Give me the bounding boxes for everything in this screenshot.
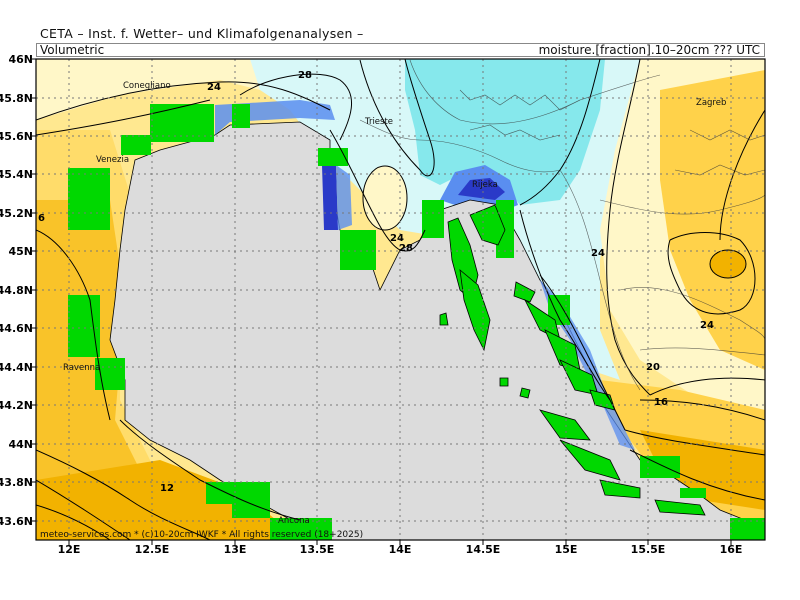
lat-tick-label: 44.6N (0, 322, 33, 335)
field-west-mid (36, 130, 175, 540)
contour-label: 16 (654, 397, 668, 408)
lat-tick-label: 44N (8, 438, 33, 451)
field-coast-wet-istria-band (336, 165, 352, 230)
field-northeast-wet-mid (405, 59, 605, 205)
contour-label: 20 (646, 362, 660, 373)
lon-tick-label: 14.5E (466, 543, 501, 556)
field-rijeka-deep (458, 178, 505, 200)
city-label-conegliano: Conegliano (123, 81, 171, 91)
header-title: CETA – Inst. f. Wetter– und Klimafolgena… (40, 26, 364, 41)
contour-label: 28 (298, 70, 312, 81)
contour-label: 24 (700, 320, 714, 331)
field-south-dark (36, 460, 300, 540)
contour-value-labels: 24 28 24 28 24 24 20 16 12 6 (38, 70, 714, 494)
lat-tick-label: 45.8N (0, 92, 33, 105)
lat-axis: 46N 45.8N 45.6N 45.4N 45.2N 45N 44.8N 44… (0, 53, 33, 528)
city-labels: Conegliano Venezia Trieste Rijeka Zagreb… (63, 81, 726, 526)
lon-axis: 12E 12.5E 13E 13.5E 14E 14.5E 15E 15.5E … (58, 543, 743, 556)
lon-tick-label: 13E (224, 543, 247, 556)
city-label-trieste: Trieste (364, 117, 393, 127)
lon-tick-label: 12E (58, 543, 81, 556)
lon-tick-label: 16E (720, 543, 743, 556)
field-istria-dry (362, 165, 408, 231)
field-east-dark (709, 249, 747, 279)
axis-ticks (32, 58, 732, 545)
lat-tick-label: 44.2N (0, 399, 33, 412)
graticule (36, 59, 765, 540)
lat-tick-label: 44.4N (0, 361, 33, 374)
contour-label: 24 (591, 248, 605, 259)
contour-label: 12 (160, 483, 174, 494)
map-field (36, 59, 765, 540)
lat-tick-label: 45N (8, 245, 33, 258)
lon-tick-label: 15E (555, 543, 578, 556)
lon-tick-label: 13.5E (300, 543, 335, 556)
field-name-label: Volumetric (40, 43, 105, 57)
contour-label: 28 (399, 243, 413, 254)
header-bar (36, 43, 765, 57)
lat-tick-label: 45.4N (0, 168, 33, 181)
lat-tick-label: 44.8N (0, 284, 33, 297)
land-cells (68, 104, 765, 540)
field-coast-wet-istria-w (322, 165, 338, 230)
city-label-ravenna: Ravenna (63, 363, 100, 373)
lat-tick-label: 45.6N (0, 130, 33, 143)
city-label-rijeka: Rijeka (472, 180, 498, 190)
contour-label: 6 (38, 213, 45, 224)
lat-tick-label: 46N (8, 53, 33, 66)
field-units-label: moisture.[fraction].10–20cm ??? UTC (538, 43, 760, 57)
lat-tick-label: 43.8N (0, 476, 33, 489)
lon-tick-label: 12.5E (135, 543, 170, 556)
footer-credit: meteo-services.com * (c)10-20cm IWKF * A… (40, 530, 363, 540)
field-east-mid (660, 70, 765, 370)
lon-tick-label: 15.5E (631, 543, 666, 556)
city-label-venezia: Venezia (96, 155, 129, 165)
lat-tick-label: 45.2N (0, 207, 33, 220)
city-label-ancona: Ancona (278, 516, 310, 526)
city-label-zagreb: Zagreb (696, 98, 726, 108)
lat-tick-label: 43.6N (0, 515, 33, 528)
borders (359, 59, 765, 391)
contour-label: 24 (390, 233, 404, 244)
contour-label: 24 (207, 82, 221, 93)
lon-tick-label: 14E (389, 543, 412, 556)
